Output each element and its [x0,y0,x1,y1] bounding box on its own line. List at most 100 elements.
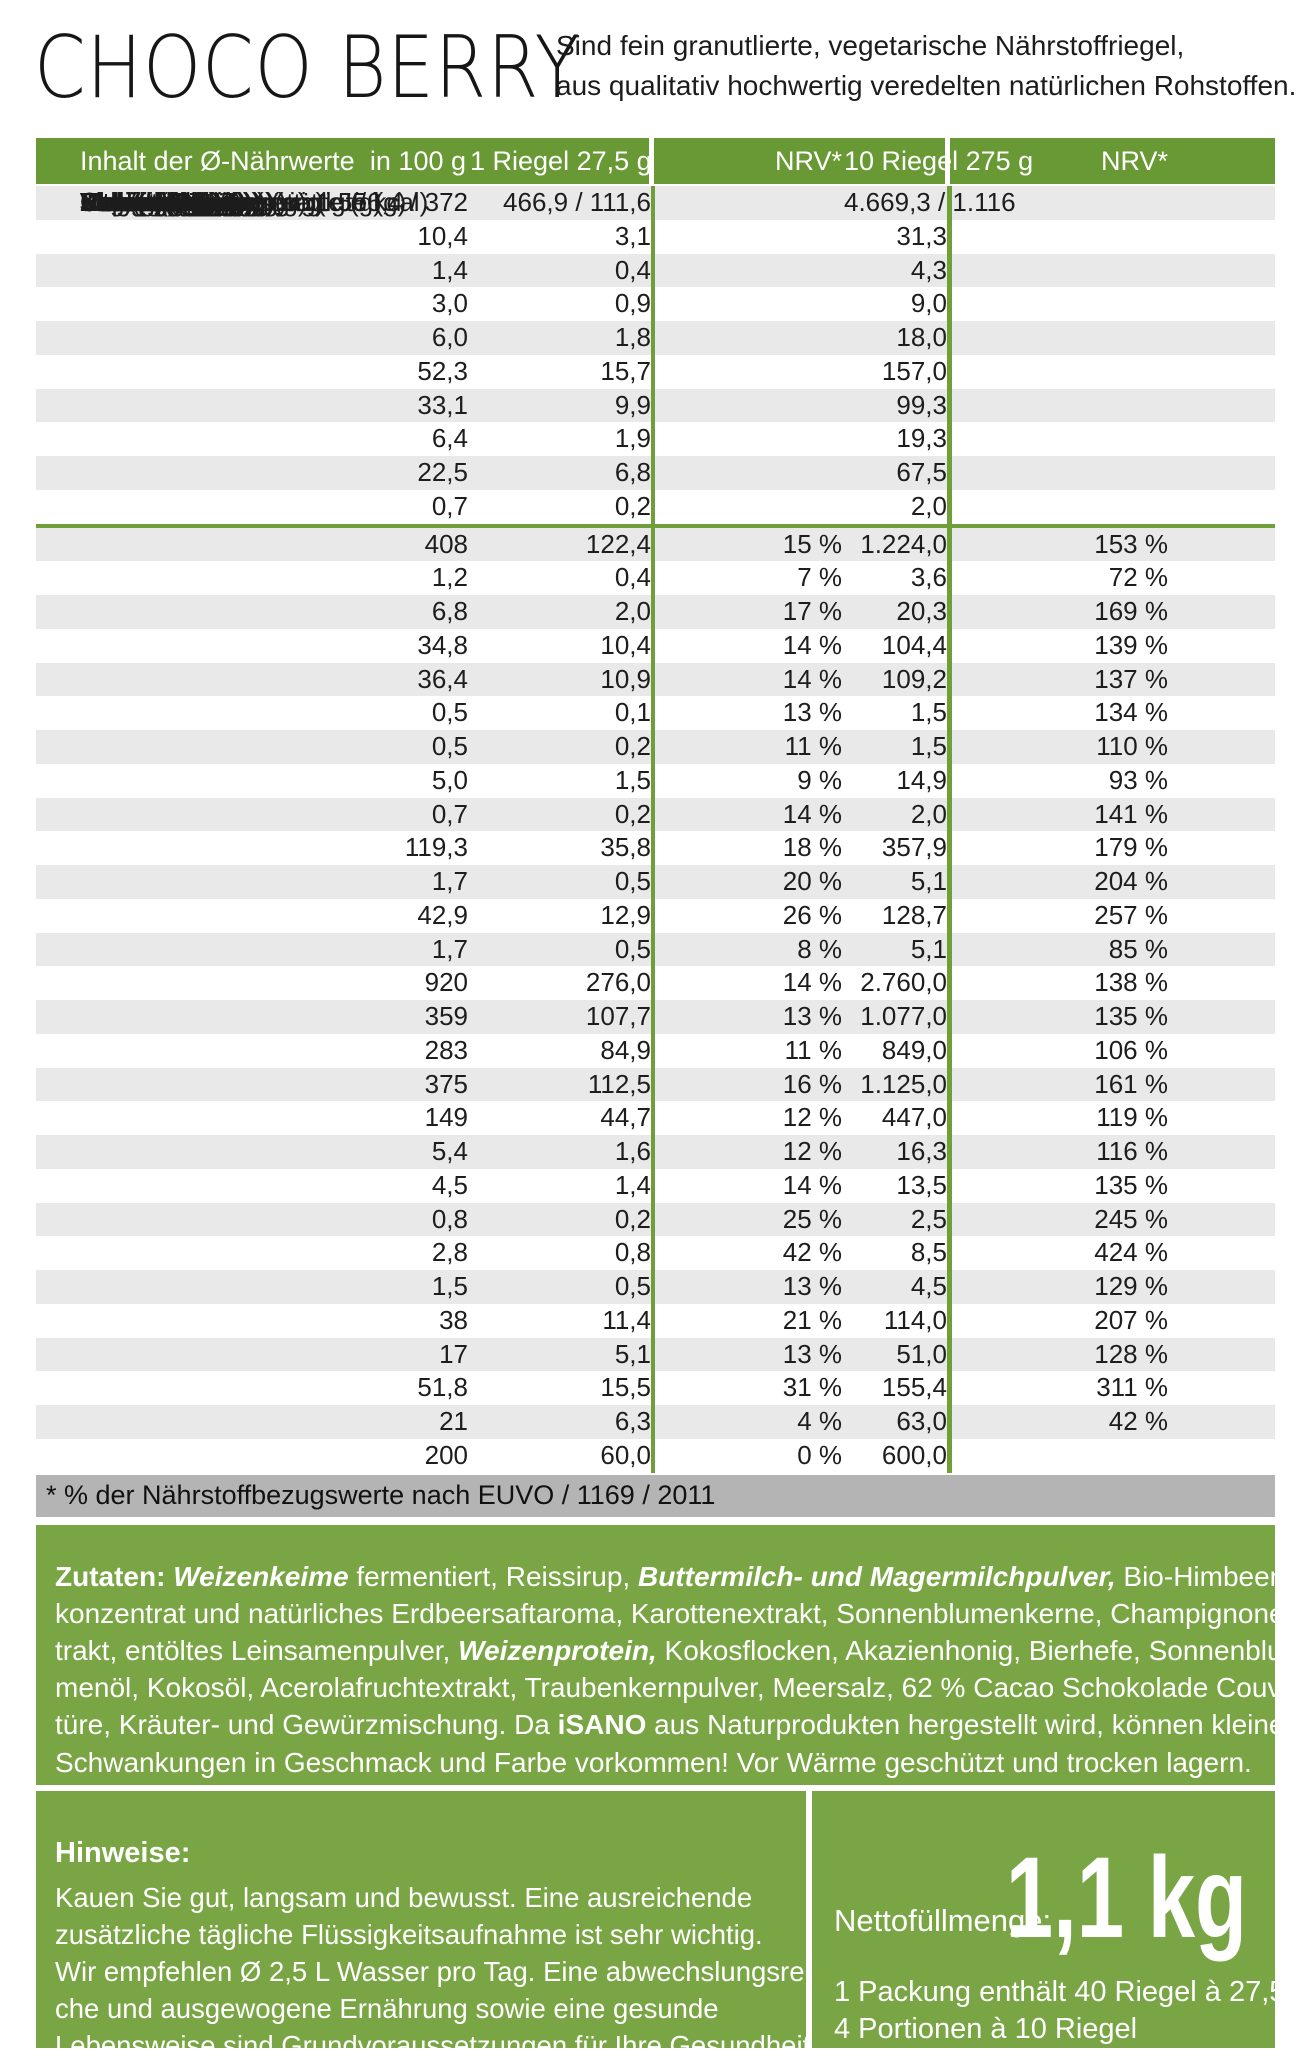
cell-nrv2: 110 % [1096,731,1168,761]
table-row: einfach ungesättigte (g) 3,0 0,9 9,0 [36,187,1275,321]
cell-nrv1: 0 % [797,1439,842,1470]
cell-label: Vitamin K (µg) [80,187,245,217]
table-row: Eiweiss (g) 22,5 6,8 67,5 [36,187,1275,490]
notes-line: Kauen Sie gut, langsam und bewusst. Eine… [55,1881,753,1913]
cell-v1: 9,9 [614,389,651,420]
cell-nrv2 [947,456,1172,490]
cell-label: Natrium (mg) [80,187,232,217]
cell-label: Molybdän (µg) [80,187,247,217]
ingredients-line: Zutaten: Weizenkeime fermentiert, Reissi… [55,1560,1289,1592]
cell-label: Zink (mg) [80,187,190,217]
cell-v10: 8,5 [910,1237,947,1268]
notes-line: Wir empfehlen Ø 2,5 L Wasser pro Tag. Ei… [55,1955,820,1987]
cell-label: davon Zucker (g) [110,187,307,217]
cell-nrv2: 204 % [1094,866,1168,896]
cell-nrv1: 13 % [782,1271,842,1301]
cell-v100: 38 [439,1304,468,1335]
cell-v10: 104,4 [881,629,947,660]
table-row: Vitamin C (mg) 36,4 10,9 14 % 109,2 137 % [36,187,1275,697]
notes-panel: Hinweise: Kauen Sie gut, langsam und bew… [36,1790,820,2061]
table-row: Vitamin D (µg) 1,2 0,4 7 % 3,6 72 % [36,187,1275,595]
product-description-line1: Sind fein granutlierte, vegetarische Näh… [556,30,1185,61]
cell-v1: 0,1 [614,697,651,728]
cell-v10: 19,3 [896,423,947,454]
cell-nrv1 [651,321,844,355]
cell-v10: 1.224,0 [860,528,947,559]
cell-v1: 0,2 [614,490,651,521]
cell-v100: 5,0 [431,764,468,795]
table-row: Pantothensäure (mg) 1,7 0,5 8 % 5,1 85 % [36,187,1275,967]
header-column-gap [649,138,654,184]
cell-label: Kupfer (mg) [80,187,218,217]
table-row: Vitamin B6 (mg) 0,7 0,2 14 % 2,0 141 % [36,187,1275,832]
cell-label: Pantothensäure (mg) [80,187,325,217]
cell-v100: 0,7 [431,798,468,829]
cell-label: Salz (g) [80,187,170,217]
cell-v10: 31,3 [896,220,947,251]
cell-label: Fluorid (mg) [80,187,221,217]
cell-nrv1: 7 % [797,562,842,593]
cell-v1: 6,3 [614,1406,651,1436]
cell-v100: 17 [439,1338,468,1369]
cell-v100: 10,4 [417,220,468,251]
cell-nrv1: 13 % [782,697,842,728]
cell-nrv1 [651,220,844,254]
cell-label: Kohlenhydrate (g) [80,187,287,217]
cell-v100: 34,8 [417,629,468,660]
cell-nrv1: 11 % [784,1034,842,1065]
ingredients-line: konzentrat und natürliches Erdbeersaftar… [55,1597,1308,1629]
package-contents-line2: 4 Portionen à 10 Riegel [834,2012,1138,2045]
cell-v100: 36,4 [417,663,468,694]
notes-heading: Hinweise: [55,1836,191,1869]
cell-v10: 67,5 [896,457,947,487]
table-row: Zink (mg) 4,5 1,4 14 % 13,5 135 % [36,187,1275,1203]
nutrient-table-body: Brennwert / Energie (kJ / kcal) 1.556,4 /… [36,186,1275,1473]
table-row: Biotin (mg) 42,9 12,9 26 % 128,7 257 % [36,187,1275,933]
table-row: Fett (g) 10,4 3,1 31,3 [36,187,1275,254]
cell-v1: 10,9 [600,663,651,694]
cell-v100: 4,5 [431,1169,468,1200]
table-row: Salz (g) 0,7 0,2 2,0 [36,187,1275,524]
cell-nrv2: 42 % [1108,1406,1168,1436]
ingredients-panel: Zutaten: Weizenkeime fermentiert, Reissi… [36,1524,1311,1785]
cell-v100: 375 [424,1068,468,1099]
cell-label: Jod (µg) [80,187,176,217]
ingredients-line: Schwankungen in Geschmack und Farbe vork… [55,1746,1252,1778]
cell-v100: 359 [424,1001,468,1031]
cell-v10: 128,7 [881,899,947,930]
cell-v10: 5,1 [910,933,947,964]
cell-v100: 33,1 [417,389,468,420]
column-divider-line [947,186,952,1473]
ingredients-line: trakt, entöltes Leinsamenpulver, Weizenp… [55,1634,1292,1666]
cell-v1: 6,8 [614,457,651,487]
cell-nrv2: 139 % [1094,629,1168,660]
cell-v1: 466,9 / 111,6 [503,187,651,217]
table-row: Natrium (mg) 200 60,0 0 % 600,0 [36,187,1275,1473]
cell-label: Folsäure (µg) [80,187,236,217]
cell-nrv2 [947,254,1172,288]
cell-label: Kalium (mg) [80,187,221,217]
cell-nrv1 [651,422,844,456]
cell-v1: 0,9 [614,288,651,319]
cell-nrv1: 16 % [782,1068,842,1099]
cell-nrv2: 106 % [1094,1034,1168,1065]
cell-nrv2 [947,490,1172,524]
cell-nrv2: 141 % [1094,798,1168,829]
cell-nrv2: 116 % [1096,1136,1168,1166]
cell-v1: 0,2 [614,731,651,761]
table-row: Vitamin B2 (mg) 0,5 0,2 11 % 1,5 110 % [36,187,1275,764]
cell-v100: 1.556,4 / 372 [316,187,468,217]
cell-v1: 35,8 [600,832,651,863]
cell-label: Biotin (mg) [80,187,206,217]
cell-v10: 1,5 [910,731,947,761]
table-row: Brennwert / Energie (kJ / kcal) 1.556,4 /… [36,186,1275,220]
cell-v1: 112,5 [587,1068,651,1099]
cell-nrv2: 161 % [1094,1068,1168,1099]
notes-line: che und ausgewogene Ernährung sowie eine… [55,1992,719,2024]
cell-v100: 5,4 [431,1136,468,1166]
cell-nrv1: 11 % [784,731,842,761]
cell-v10: 3,6 [910,562,947,593]
cell-label: Magnesium (mg) [80,187,276,217]
cell-label: Vitamin B1 (mg) [80,187,266,217]
